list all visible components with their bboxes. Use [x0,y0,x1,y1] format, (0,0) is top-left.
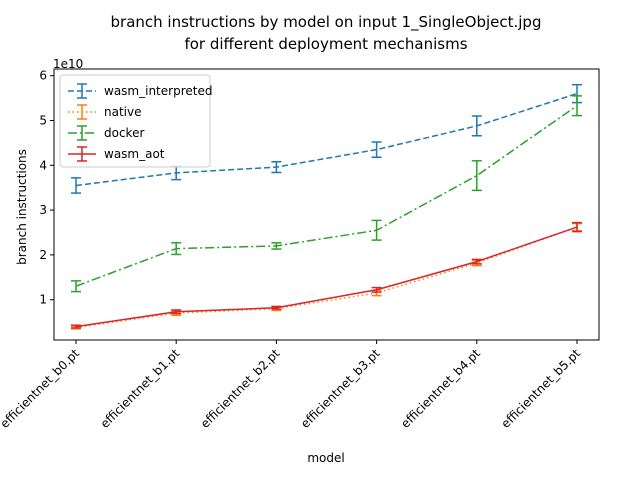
y-axis-label: branch instructions [15,149,29,265]
y-offset-label: 1e10 [53,57,83,71]
legend-item-docker: docker [68,125,144,141]
series-native [71,222,582,330]
legend-label-docker: docker [104,126,144,140]
series-line-native [75,226,578,329]
y-tick-label-1: 2 [39,248,47,262]
legend-item-native: native [68,104,141,120]
legend-label-wasm_aot: wasm_aot [104,147,165,161]
chart-subtitle: for different deployment mechanisms [184,35,467,53]
series-line-wasm_aot [75,226,578,328]
y-tick-label-2: 3 [39,203,47,217]
y-tick-label-3: 4 [39,158,47,172]
plot-frame [53,68,600,341]
x-tick-label-1: efficientnet_b1.pt [98,346,183,431]
legend-label-native: native [104,105,141,119]
series-docker [71,95,582,293]
y-tick-label-4: 5 [39,114,47,128]
series-line-docker [75,105,578,287]
series-wasm_aot [71,221,582,329]
x-tick-label-5: efficientnet_b5.pt [498,346,583,431]
series-line-wasm_interpreted [75,92,578,187]
x-tick-label-0: efficientnet_b0.pt [0,346,82,431]
x-tick-label-4: efficientnet_b4.pt [398,346,483,431]
series-wasm_interpreted [71,83,582,194]
legend-item-wasm_interpreted: wasm_interpreted [68,83,212,99]
legend-box [59,74,211,168]
x-axis-label: model [307,451,344,465]
series-layer [71,83,582,330]
legend-item-wasm_aot: wasm_aot [68,146,165,162]
y-tick-label-0: 1 [39,293,47,307]
y-tick-label-5: 6 [39,69,47,83]
legend-label-wasm_interpreted: wasm_interpreted [104,84,212,98]
x-tick-label-3: efficientnet_b3.pt [298,346,383,431]
x-tick-label-2: efficientnet_b2.pt [198,346,283,431]
chart-title: branch instructions by model on input 1_… [111,13,542,32]
